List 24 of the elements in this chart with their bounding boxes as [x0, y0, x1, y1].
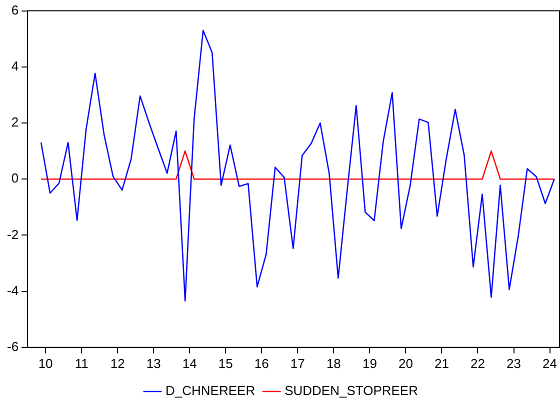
- y-tick-label: 0: [11, 170, 19, 186]
- x-tick-label: 14: [182, 356, 197, 371]
- x-tick-label: 18: [326, 356, 341, 371]
- x-tick-label: 11: [74, 356, 88, 371]
- x-tick-label: 15: [218, 356, 233, 371]
- y-tick-label: -6: [6, 338, 19, 354]
- x-tick-label: 21: [434, 356, 449, 371]
- x-tick-label: 23: [506, 356, 521, 371]
- x-tick-label: 10: [38, 356, 53, 371]
- y-tick-label: -4: [6, 282, 19, 298]
- x-tick-label: 17: [290, 356, 305, 371]
- x-tick-label: 13: [146, 356, 161, 371]
- y-tick-label: 4: [11, 58, 19, 74]
- y-tick-label: 2: [11, 114, 19, 130]
- legend-label: D_CHNEREER: [166, 383, 256, 398]
- x-tick-label: 12: [110, 356, 125, 371]
- x-tick-label: 20: [398, 356, 413, 371]
- x-tick-label: 24: [542, 356, 558, 371]
- legend-label: SUDDEN_STOPREER: [284, 383, 418, 398]
- x-tick-label: 16: [254, 356, 269, 371]
- x-tick-label: 19: [362, 356, 377, 371]
- y-tick-label: -2: [6, 226, 19, 242]
- y-tick-label: 6: [11, 2, 19, 18]
- x-tick-label: 22: [470, 356, 485, 371]
